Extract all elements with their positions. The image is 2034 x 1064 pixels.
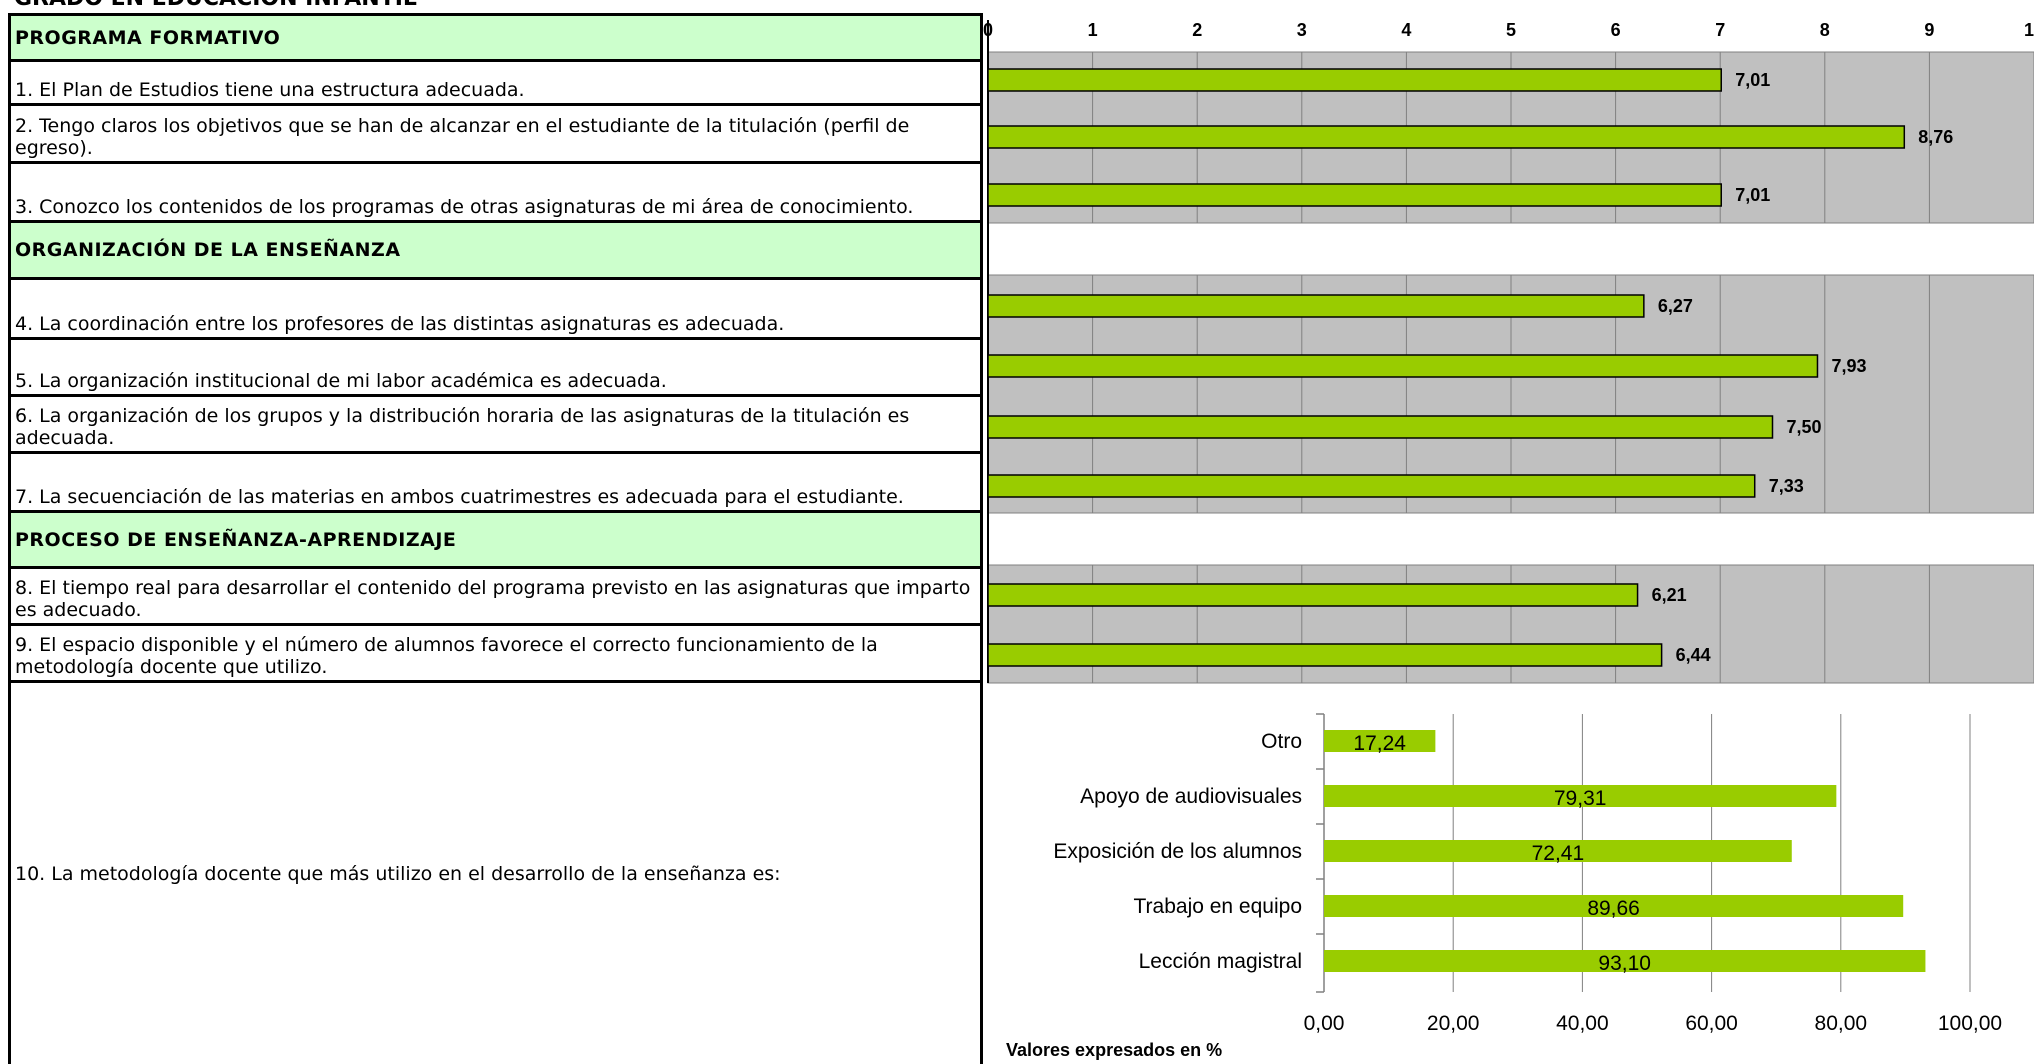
x-tick-label: 10 bbox=[2024, 20, 2034, 40]
data-label: 93,10 bbox=[1598, 952, 1651, 975]
x-tick-label: 6 bbox=[1611, 20, 1621, 40]
x-tick-label: 0,00 bbox=[1304, 1012, 1345, 1035]
category-label: Trabajo en equipo bbox=[1133, 895, 1302, 918]
x-tick-label: 5 bbox=[1506, 20, 1516, 40]
question-6: 6. La organización de los grupos y la di… bbox=[8, 397, 983, 454]
bar-5 bbox=[1324, 950, 1926, 972]
x-tick-label: 80,00 bbox=[1815, 1012, 1868, 1035]
page-title: GRADO EN EDUCACIÓN INFANTIL bbox=[14, 0, 417, 11]
category-label: Lección magistral bbox=[1139, 950, 1302, 973]
category-label: Otro bbox=[1261, 730, 1302, 753]
question-8: 8. El tiempo real para desarrollar el co… bbox=[8, 569, 983, 626]
bar-4 bbox=[1324, 895, 1904, 917]
data-label-q5: 7,93 bbox=[1831, 356, 1866, 376]
bar-q6 bbox=[987, 415, 1774, 439]
data-label-q6: 7,50 bbox=[1787, 417, 1822, 437]
question-10: 10. La metodología docente que más utili… bbox=[8, 683, 983, 1064]
x-tick-label: 1 bbox=[1088, 20, 1098, 40]
bar-q7 bbox=[987, 474, 1756, 498]
ratings-bar-chart: 0 1 2 3 4 5 6 7 8 9 10 7,01 8,76 7,01 6,27 7,93 7,50 7,33… bbox=[983, 20, 2034, 684]
data-label-q9: 6,44 bbox=[1676, 645, 1711, 665]
bar-1 bbox=[1324, 730, 1436, 752]
bar-q9 bbox=[987, 643, 1663, 667]
question-1: 1. El Plan de Estudios tiene una estruct… bbox=[8, 62, 983, 106]
x-tick-label: 3 bbox=[1297, 20, 1307, 40]
data-label: 89,66 bbox=[1587, 897, 1640, 920]
section-programa-formativo: PROGRAMA FORMATIVO bbox=[8, 13, 983, 62]
question-4: 4. La coordinación entre los profesores … bbox=[8, 280, 983, 340]
bar-q2 bbox=[987, 125, 1906, 149]
bar-q5 bbox=[987, 354, 1819, 378]
x-tick-label: 60,00 bbox=[1685, 1012, 1738, 1035]
x-tick-label: 4 bbox=[1401, 20, 1411, 40]
bar-q8 bbox=[987, 583, 1639, 607]
section-organizacion: ORGANIZACIÓN DE LA ENSEÑANZA bbox=[8, 223, 983, 280]
x-tick-label: 100,00 bbox=[1938, 1012, 2002, 1035]
x-tick-label: 8 bbox=[1820, 20, 1830, 40]
question-7: 7. La secuenciación de las materias en a… bbox=[8, 454, 983, 513]
chart2-xlabel: Valores expresados en % bbox=[1006, 1040, 1223, 1060]
data-label: 17,24 bbox=[1353, 732, 1406, 755]
data-label-q7: 7,33 bbox=[1769, 476, 1804, 496]
question-2: 2. Tengo claros los objetivos que se han… bbox=[8, 106, 983, 164]
x-tick-label: 0 bbox=[983, 20, 993, 40]
bar-q4 bbox=[987, 294, 1645, 318]
data-label: 79,31 bbox=[1554, 787, 1607, 810]
data-label-q1: 7,01 bbox=[1735, 70, 1770, 90]
question-3: 3. Conozco los contenidos de los program… bbox=[8, 164, 983, 223]
data-label-q8: 6,21 bbox=[1652, 585, 1687, 605]
question-5: 5. La organización institucional de mi l… bbox=[8, 340, 983, 397]
data-label-q3: 7,01 bbox=[1735, 185, 1770, 205]
x-tick-label: 40,00 bbox=[1556, 1012, 1609, 1035]
data-label-q4: 6,27 bbox=[1658, 296, 1693, 316]
bar-2 bbox=[1324, 785, 1837, 807]
data-label: 72,41 bbox=[1532, 842, 1585, 865]
bar-q3 bbox=[987, 183, 1722, 207]
x-tick-label: 2 bbox=[1192, 20, 1202, 40]
x-tick-label: 9 bbox=[1924, 20, 1934, 40]
data-label-q2: 8,76 bbox=[1918, 127, 1953, 147]
question-9: 9. El espacio disponible y el número de … bbox=[8, 626, 983, 683]
category-label: Exposición de los alumnos bbox=[1053, 840, 1302, 863]
x-tick-label: 7 bbox=[1715, 20, 1725, 40]
x-tick-label: 20,00 bbox=[1427, 1012, 1480, 1035]
category-label: Apoyo de audiovisuales bbox=[1080, 785, 1302, 808]
bar-3 bbox=[1324, 840, 1792, 862]
section-proceso: PROCESO DE ENSEÑANZA-APRENDIZAJE bbox=[8, 513, 983, 569]
bar-q1 bbox=[987, 68, 1722, 92]
